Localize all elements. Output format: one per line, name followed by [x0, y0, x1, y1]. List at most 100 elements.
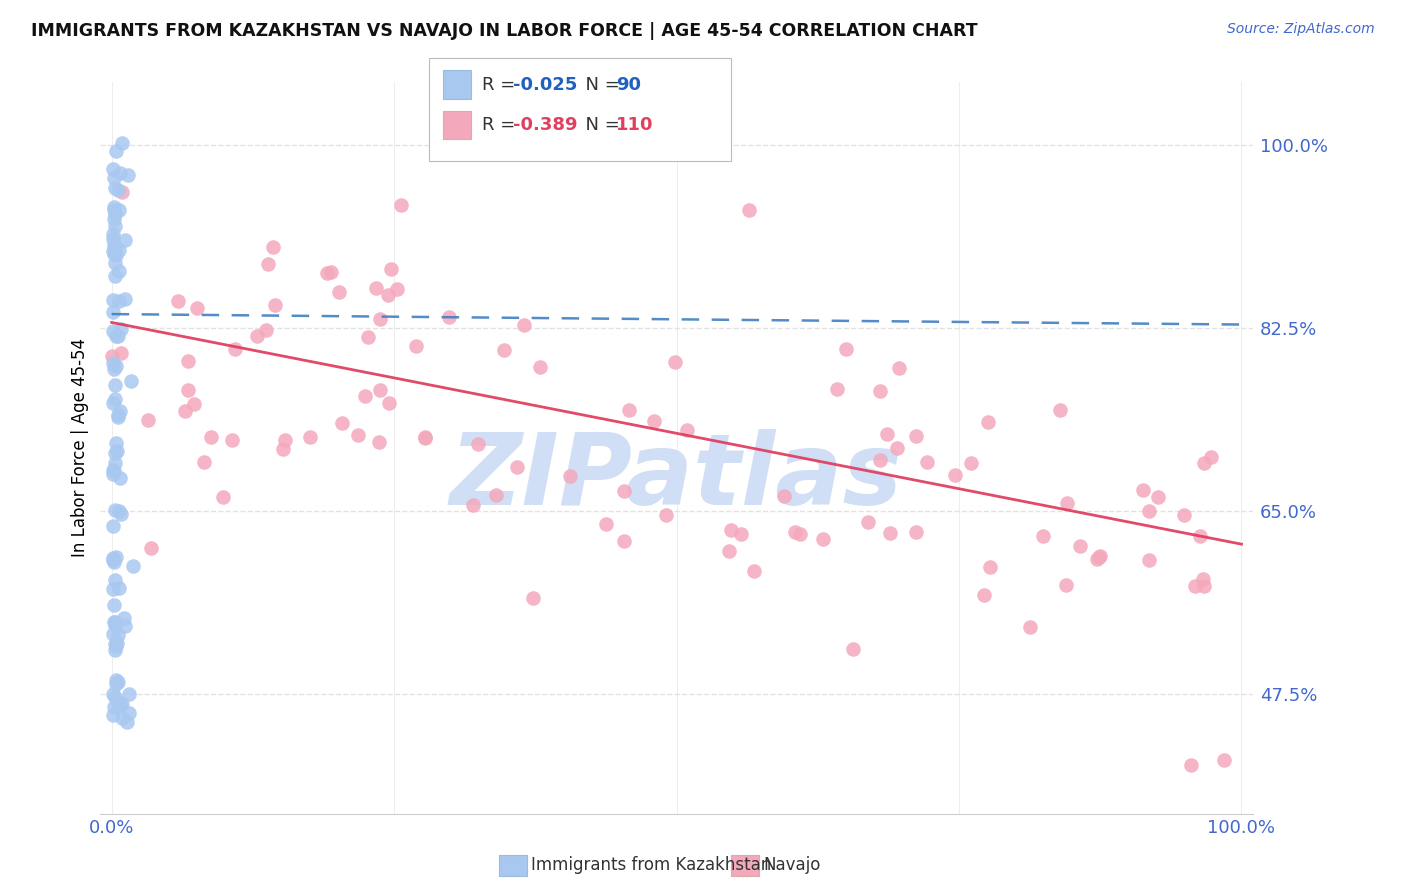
- Point: [103, 362, 125, 376]
- Point: [364, 281, 387, 295]
- Point: [105, 443, 128, 458]
- Text: R =: R =: [482, 76, 522, 94]
- Text: 110: 110: [616, 116, 654, 134]
- Point: [1192, 579, 1215, 593]
- Point: [869, 384, 891, 398]
- Point: [979, 559, 1001, 574]
- Y-axis label: In Labor Force | Age 45-54: In Labor Force | Age 45-54: [72, 338, 89, 558]
- Point: [389, 198, 412, 212]
- Point: [117, 687, 139, 701]
- Point: [869, 452, 891, 467]
- Point: [1019, 619, 1042, 633]
- Point: [110, 346, 132, 360]
- Point: [977, 415, 1000, 429]
- Point: [905, 428, 928, 442]
- Point: [718, 543, 741, 558]
- Point: [105, 359, 128, 373]
- Point: [224, 343, 246, 357]
- Point: [613, 484, 636, 499]
- Point: [101, 305, 124, 319]
- Point: [103, 553, 125, 567]
- Point: [973, 588, 995, 602]
- Point: [529, 359, 551, 374]
- Point: [101, 582, 124, 596]
- Point: [100, 349, 122, 363]
- Point: [405, 338, 427, 352]
- Text: -0.389: -0.389: [513, 116, 578, 134]
- Point: [730, 526, 752, 541]
- Point: [107, 329, 129, 343]
- Point: [193, 455, 215, 469]
- Point: [1088, 550, 1111, 565]
- Point: [104, 573, 127, 587]
- Point: [107, 183, 129, 197]
- Point: [917, 455, 939, 469]
- Point: [108, 404, 131, 418]
- Point: [101, 550, 124, 565]
- Point: [103, 598, 125, 612]
- Point: [104, 241, 127, 255]
- Point: [1147, 490, 1170, 504]
- Point: [104, 615, 127, 629]
- Point: [101, 232, 124, 246]
- Point: [842, 641, 865, 656]
- Point: [104, 445, 127, 459]
- Point: [104, 677, 127, 691]
- Point: [177, 383, 200, 397]
- Point: [104, 503, 127, 517]
- Point: [101, 227, 124, 241]
- Point: [856, 515, 879, 529]
- Point: [494, 343, 516, 357]
- Point: [103, 699, 125, 714]
- Point: [104, 219, 127, 233]
- Point: [111, 711, 134, 725]
- Point: [177, 354, 200, 368]
- Text: ZIPatlas: ZIPatlas: [450, 429, 903, 525]
- Point: [101, 161, 124, 176]
- Point: [108, 264, 131, 278]
- Point: [1194, 456, 1216, 470]
- Point: [1180, 757, 1202, 772]
- Point: [104, 690, 127, 705]
- Point: [1173, 508, 1195, 522]
- Point: [835, 343, 858, 357]
- Point: [108, 202, 131, 217]
- Point: [505, 460, 527, 475]
- Point: [120, 375, 142, 389]
- Point: [108, 243, 131, 257]
- Point: [676, 423, 699, 437]
- Text: Source: ZipAtlas.com: Source: ZipAtlas.com: [1227, 22, 1375, 37]
- Point: [104, 392, 127, 406]
- Point: [367, 434, 389, 449]
- Point: [1049, 403, 1071, 417]
- Point: [887, 361, 910, 376]
- Point: [111, 186, 134, 200]
- Point: [104, 549, 127, 564]
- Point: [101, 687, 124, 701]
- Point: [112, 611, 135, 625]
- Point: [104, 256, 127, 270]
- Point: [101, 244, 124, 259]
- Point: [1139, 504, 1161, 518]
- Point: [107, 410, 129, 425]
- Point: [107, 628, 129, 642]
- Point: [104, 673, 127, 687]
- Point: [115, 714, 138, 729]
- Point: [104, 181, 127, 195]
- Point: [262, 240, 284, 254]
- Text: -0.025: -0.025: [513, 76, 578, 94]
- Point: [356, 330, 378, 344]
- Point: [103, 171, 125, 186]
- Point: [330, 416, 353, 430]
- Point: [522, 591, 544, 606]
- Point: [103, 615, 125, 629]
- Point: [461, 498, 484, 512]
- Point: [595, 517, 617, 532]
- Point: [299, 430, 322, 444]
- Point: [107, 408, 129, 422]
- Point: [103, 211, 125, 226]
- Point: [136, 413, 159, 427]
- Point: [264, 298, 287, 312]
- Point: [246, 328, 269, 343]
- Point: [368, 383, 391, 397]
